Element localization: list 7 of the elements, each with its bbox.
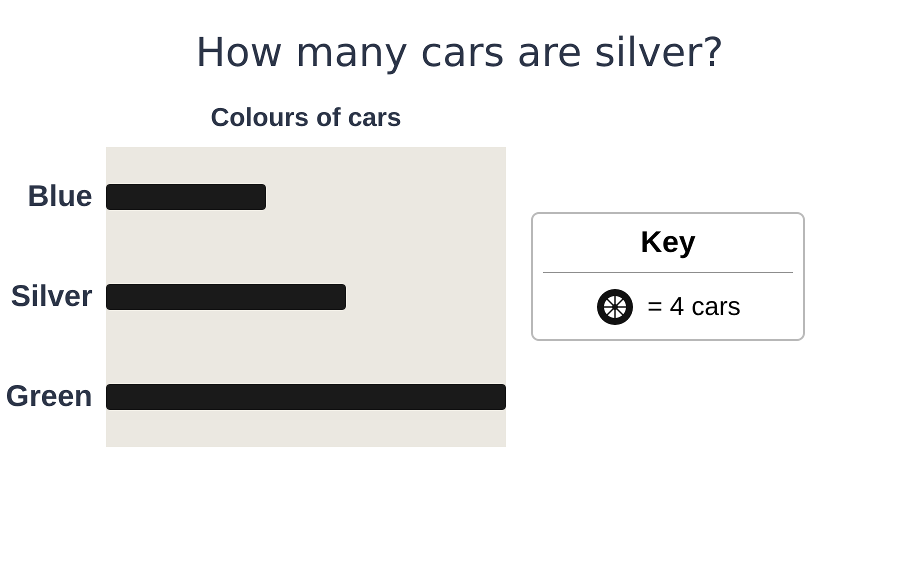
text: Key bbox=[543, 226, 793, 272]
chart-title: How many cars are silver? bbox=[194, 30, 725, 78]
y-tick-label: Silver bbox=[10, 280, 93, 313]
chart-subtitle: Colours of cars bbox=[210, 102, 402, 132]
text: = 4 cars bbox=[647, 291, 741, 322]
y-tick-label: Blue bbox=[27, 180, 92, 213]
y-tick-label: Green bbox=[6, 380, 92, 413]
